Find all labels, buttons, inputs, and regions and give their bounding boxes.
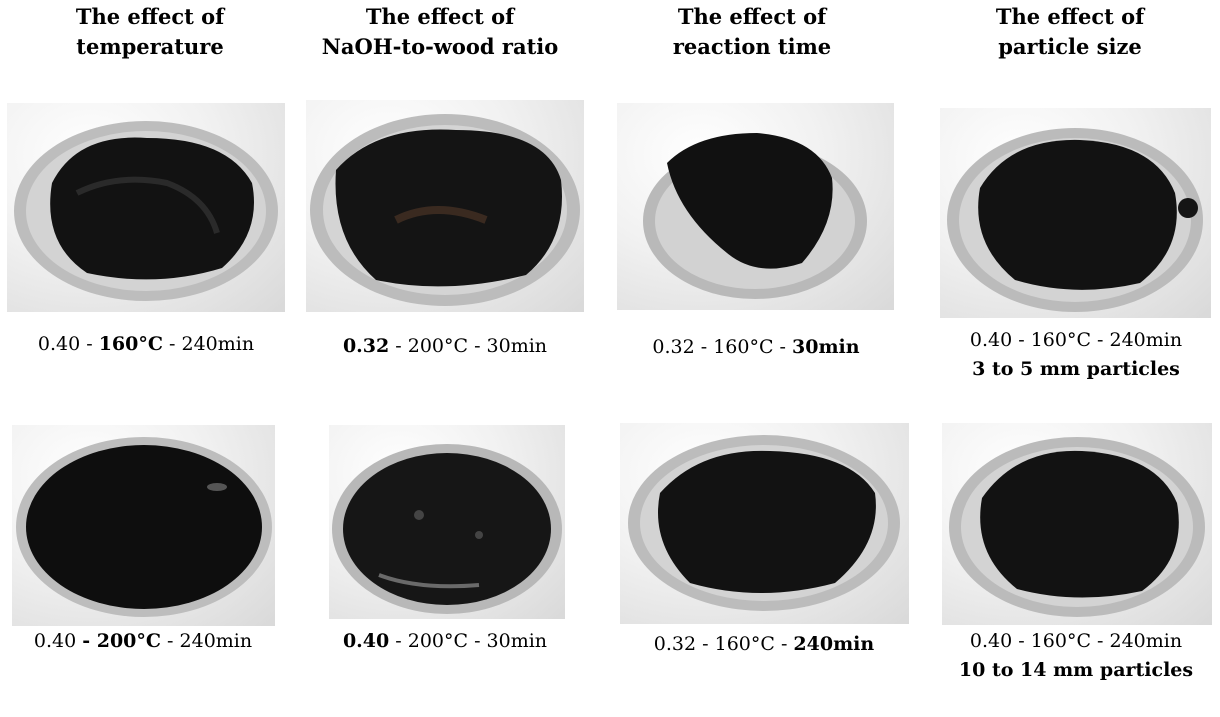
photo-naoh-ratio-040	[329, 425, 565, 619]
caption-highlight: 0.32	[342, 335, 390, 357]
column-header-line1: The effect of	[995, 4, 1145, 29]
column-header-line2: temperature	[76, 34, 224, 59]
column-header-line2: NaOH-to-wood ratio	[321, 34, 559, 59]
column-header-line1: The effect of	[75, 4, 225, 29]
column-header-particle-size: The effect of particle size	[920, 2, 1220, 62]
caption-particle-range: 3 to 5 mm particles	[972, 358, 1180, 380]
caption-particle-size-10-14mm: 0.40 - 160°C - 240min 10 to 14 mm partic…	[926, 627, 1220, 685]
caption-temperature-160c: 0.40 - 160°C - 240min	[37, 333, 255, 355]
caption-naoh-ratio-040: 0.40 - 200°C - 30min	[342, 630, 548, 652]
photo-naoh-ratio-032	[306, 100, 584, 312]
caption-highlight: 160°C	[98, 333, 163, 355]
column-header-reaction-time: The effect of reaction time	[602, 2, 902, 62]
caption-highlight: - 200°C	[82, 630, 162, 652]
photo-reaction-time-30min	[617, 103, 894, 310]
column-header-line2: reaction time	[672, 34, 832, 59]
photo-temperature-160c	[7, 103, 285, 312]
caption-temperature-200c: 0.40 - 200°C - 240min	[33, 630, 253, 652]
caption-particle-range: 10 to 14 mm particles	[958, 659, 1194, 681]
caption-naoh-ratio-032: 0.32 - 200°C - 30min	[342, 335, 548, 357]
column-header-temperature: The effect of temperature	[0, 2, 300, 62]
caption-particle-size-3-5mm: 0.40 - 160°C - 240min 3 to 5 mm particle…	[926, 326, 1220, 384]
column-header-line1: The effect of	[365, 4, 515, 29]
column-header-naoh-ratio: The effect of NaOH-to-wood ratio	[290, 2, 590, 62]
photo-particle-size-3-5mm	[940, 108, 1211, 318]
caption-highlight: 240min	[793, 633, 875, 655]
photo-temperature-200c	[12, 425, 275, 626]
column-header-line2: particle size	[998, 34, 1142, 59]
caption-reaction-time-240min: 0.32 - 160°C - 240min	[653, 633, 875, 655]
caption-highlight: 0.40	[342, 630, 390, 652]
column-header-line1: The effect of	[677, 4, 827, 29]
caption-highlight: 30min	[792, 336, 860, 358]
photo-reaction-time-240min	[620, 423, 909, 624]
caption-reaction-time-30min: 0.32 - 160°C - 30min	[652, 336, 860, 358]
photo-particle-size-10-14mm	[942, 423, 1212, 625]
